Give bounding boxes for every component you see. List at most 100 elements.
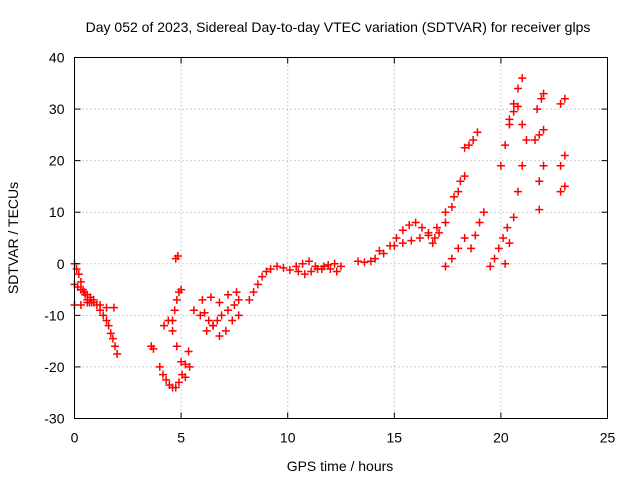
data-point bbox=[535, 177, 544, 186]
data-point bbox=[196, 311, 205, 320]
series-arc-aa bbox=[505, 102, 531, 145]
data-point bbox=[258, 272, 267, 281]
data-point bbox=[294, 267, 303, 276]
data-point bbox=[539, 161, 548, 170]
data-point bbox=[266, 264, 275, 273]
data-point bbox=[113, 350, 122, 359]
data-point bbox=[432, 223, 441, 232]
data-point bbox=[411, 218, 420, 227]
y-tick-label: 30 bbox=[49, 101, 65, 117]
y-tick-label: 40 bbox=[49, 50, 65, 66]
data-point bbox=[522, 136, 531, 145]
data-point bbox=[371, 254, 380, 263]
series-arc-w bbox=[467, 208, 488, 253]
data-point bbox=[441, 208, 450, 217]
data-point bbox=[375, 246, 384, 255]
data-point bbox=[96, 301, 105, 310]
series-arc-ae bbox=[535, 205, 544, 214]
data-point bbox=[486, 262, 495, 271]
data-point bbox=[171, 383, 180, 392]
data-point bbox=[501, 259, 510, 268]
data-point bbox=[185, 362, 194, 371]
data-point bbox=[221, 326, 230, 335]
data-point bbox=[354, 257, 363, 266]
data-point bbox=[217, 311, 226, 320]
data-point bbox=[279, 263, 288, 272]
series-arc-af bbox=[556, 94, 569, 108]
data-point bbox=[490, 254, 499, 263]
data-point bbox=[475, 218, 484, 227]
series-arc-f bbox=[147, 342, 158, 353]
data-point bbox=[285, 265, 294, 274]
x-tick-label: 5 bbox=[177, 430, 185, 446]
data-point bbox=[204, 316, 213, 325]
data-point bbox=[215, 298, 224, 307]
data-point bbox=[181, 360, 190, 369]
data-point bbox=[109, 303, 118, 312]
data-point bbox=[177, 285, 186, 294]
data-point bbox=[560, 94, 569, 103]
data-point bbox=[556, 161, 565, 170]
series-arc-ah bbox=[556, 182, 569, 196]
data-point bbox=[74, 270, 83, 279]
data-point bbox=[155, 362, 164, 371]
series-arc-e bbox=[109, 303, 118, 312]
data-point bbox=[535, 130, 544, 139]
y-tick-label: -20 bbox=[44, 359, 64, 375]
data-point bbox=[398, 226, 407, 235]
ticks bbox=[74, 57, 608, 419]
data-point bbox=[298, 259, 307, 268]
tick-labels: 0 5 10 15 20 25 -30 -20 -10 0 10 20 30 40 bbox=[44, 50, 615, 446]
data-point bbox=[464, 141, 473, 150]
data-point bbox=[168, 316, 177, 325]
series-arc-h bbox=[160, 316, 194, 382]
data-point bbox=[441, 218, 450, 227]
data-point bbox=[460, 143, 469, 152]
data-point bbox=[533, 105, 542, 114]
data-point bbox=[172, 342, 181, 351]
data-point bbox=[79, 285, 88, 294]
data-point bbox=[539, 125, 548, 134]
series-arc-u bbox=[441, 234, 469, 271]
data-point bbox=[398, 239, 407, 248]
data-point bbox=[76, 301, 85, 310]
data-point bbox=[305, 257, 314, 266]
data-point bbox=[518, 120, 527, 129]
x-tick-label: 20 bbox=[493, 430, 509, 446]
data-point bbox=[108, 334, 117, 343]
chart-title: Day 052 of 2023, Sidereal Day-to-day VTE… bbox=[86, 19, 591, 35]
data-point bbox=[245, 295, 254, 304]
data-point bbox=[471, 231, 480, 240]
data-point bbox=[104, 321, 113, 330]
series-arc-x bbox=[486, 223, 512, 271]
data-point bbox=[447, 254, 456, 263]
data-point bbox=[234, 311, 243, 320]
y-tick-label: -10 bbox=[44, 307, 64, 323]
data-point bbox=[505, 115, 514, 124]
data-point bbox=[181, 373, 190, 382]
data-point bbox=[230, 301, 239, 310]
data-point bbox=[456, 177, 465, 186]
data-point bbox=[215, 331, 224, 340]
data-point bbox=[473, 128, 482, 137]
data-point bbox=[173, 252, 182, 261]
data-point bbox=[560, 182, 569, 191]
data-point bbox=[513, 84, 522, 93]
data-point bbox=[168, 326, 177, 335]
series-arc-ad bbox=[535, 161, 548, 186]
data-point bbox=[407, 236, 416, 245]
y-axis-label: SDTVAR / TECUs bbox=[5, 182, 21, 294]
data-point bbox=[418, 223, 427, 232]
series-arc-m bbox=[198, 288, 241, 307]
data-point bbox=[162, 375, 171, 384]
series-arc-z bbox=[501, 161, 527, 268]
data-point bbox=[424, 231, 433, 240]
series-arc-p bbox=[294, 262, 341, 279]
data-point bbox=[319, 262, 328, 271]
data-point bbox=[499, 234, 508, 242]
series-arc-q bbox=[354, 246, 384, 267]
y-tick-label: 20 bbox=[49, 153, 65, 169]
data-point bbox=[200, 308, 209, 317]
data-point bbox=[449, 192, 458, 201]
